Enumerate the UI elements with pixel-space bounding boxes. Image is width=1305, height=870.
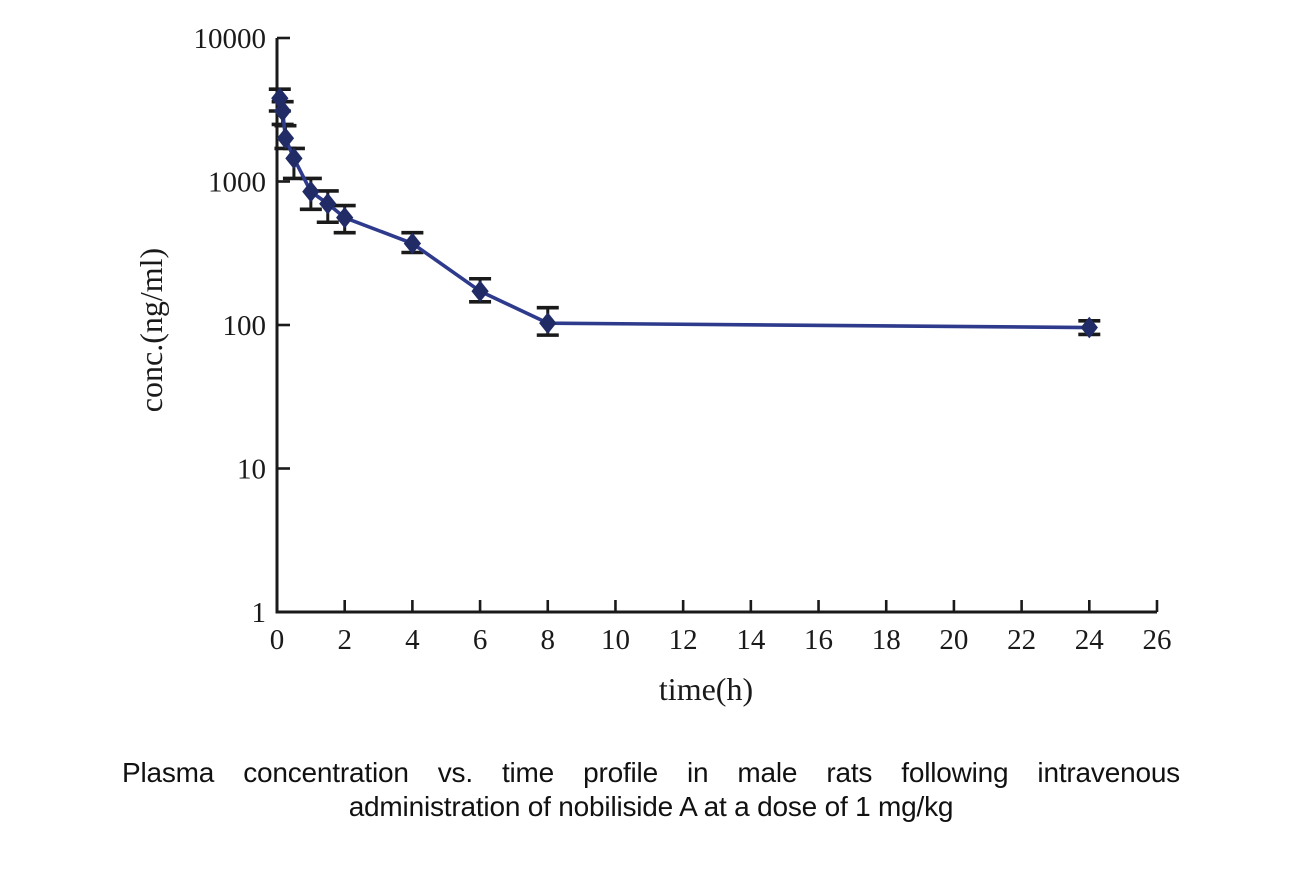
x-axis-title: time(h) [659, 671, 753, 707]
caption-line-2: administration of nobiliside A at a dose… [348, 791, 954, 822]
y-tick-label: 1000 [208, 167, 266, 199]
x-tick-label: 10 [601, 624, 630, 656]
x-tick-label: 8 [541, 624, 556, 656]
y-tick-label: 10 [237, 454, 266, 486]
error-bars [268, 87, 1101, 337]
data-point-diamond [276, 127, 295, 150]
series-line [278, 96, 1092, 330]
data-point-diamond [471, 280, 489, 303]
x-tick-label: 22 [1007, 624, 1036, 656]
data-point-diamond [285, 147, 303, 170]
x-tick-label: 6 [473, 624, 488, 656]
y-axis-ticks: 1 10 100 1000 10000 [194, 23, 290, 629]
x-tick-label: 12 [669, 624, 698, 656]
data-point-diamond [1080, 316, 1098, 339]
x-tick-label: 16 [804, 624, 833, 656]
x-tick-label: 4 [405, 624, 420, 656]
data-point-diamond [336, 206, 354, 229]
data-point-diamond [319, 192, 337, 215]
x-tick-label: 24 [1075, 624, 1105, 656]
x-tick-label: 18 [872, 624, 901, 656]
data-point-diamond [403, 232, 422, 255]
axis-titles: conc.(ng/ml) time(h) [133, 248, 753, 707]
x-tick-label: 26 [1142, 624, 1171, 656]
concentration-curve [278, 96, 1092, 330]
x-axis-ticks: 0 2 4 6 8 10 12 14 16 18 20 22 24 26 [270, 600, 1171, 656]
data-point-diamond [539, 312, 557, 334]
y-axis-title: conc.(ng/ml) [133, 248, 169, 412]
figure-caption: Plasma concentration vs. time profile in… [122, 756, 1180, 824]
x-tick-label: 2 [337, 624, 352, 656]
series-markers [271, 87, 1098, 339]
y-tick-label: 100 [223, 310, 267, 342]
caption-line-1: Plasma concentration vs. time profile in… [122, 757, 1180, 788]
data-point-diamond [274, 100, 292, 122]
axes [275, 38, 1157, 614]
x-tick-label: 0 [270, 624, 285, 656]
x-tick-label: 14 [736, 624, 766, 656]
data-point-diamond [302, 180, 320, 203]
x-tick-label: 20 [939, 624, 968, 656]
y-tick-label: 1 [252, 597, 267, 629]
y-tick-label: 10000 [194, 23, 267, 55]
